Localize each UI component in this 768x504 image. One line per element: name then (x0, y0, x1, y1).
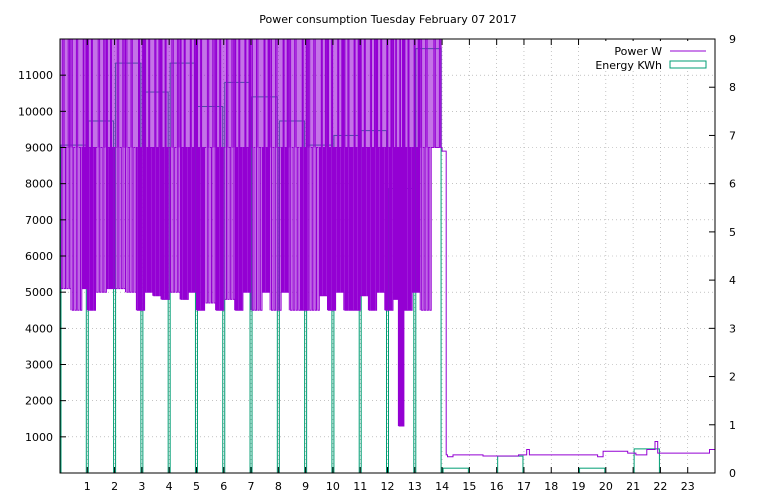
x-tick-label: 13 (408, 480, 422, 493)
legend-swatch-energy (669, 60, 707, 69)
legend: Power W Energy KWh (595, 41, 714, 72)
y-tick-label: 11000 (18, 69, 53, 82)
x-tick-label: 3 (138, 480, 145, 493)
x-tick-label: 10 (326, 480, 340, 493)
y2-tick-label: 6 (729, 178, 736, 191)
y-tick-label: 1000 (25, 431, 53, 444)
y2-tick-label: 8 (729, 81, 736, 94)
x-tick-label: 1 (84, 480, 91, 493)
legend-background (596, 41, 714, 71)
power-dense-band (60, 39, 443, 148)
y2-tick-label: 0 (729, 467, 736, 480)
x-tick-label: 15 (462, 480, 476, 493)
x-tick-label: 17 (517, 480, 531, 493)
legend-label-power: Power W (614, 45, 662, 58)
chart-title: Power consumption Tuesday February 07 20… (259, 13, 516, 26)
x-tick-label: 11 (353, 480, 367, 493)
y2-tick-label: 3 (729, 322, 736, 335)
y2-tick-label: 4 (729, 274, 736, 287)
legend-label-energy: Energy KWh (595, 59, 662, 72)
y-tick-label: 3000 (25, 359, 53, 372)
x-tick-label: 12 (381, 480, 395, 493)
y-tick-label: 5000 (25, 286, 53, 299)
x-tick-label: 22 (653, 480, 667, 493)
x-tick-label: 4 (166, 480, 173, 493)
axes: 1 2 3 4 5 6 7 8 9 10 11 12 13 14 15 16 17 18 19 20 21 22 23100… (18, 33, 736, 493)
y2-tick-label: 7 (729, 129, 736, 142)
x-tick-label: 19 (572, 480, 586, 493)
y-tick-label: 9000 (25, 142, 53, 155)
x-tick-label: 21 (626, 480, 640, 493)
x-tick-label: 7 (248, 480, 255, 493)
x-tick-label: 23 (681, 480, 695, 493)
x-tick-label: 8 (275, 480, 282, 493)
y-tick-label: 8000 (25, 178, 53, 191)
x-tick-label: 6 (220, 480, 227, 493)
y-tick-label: 4000 (25, 322, 53, 335)
y-tick-label: 7000 (25, 214, 53, 227)
x-tick-label: 9 (302, 480, 309, 493)
x-tick-label: 2 (111, 480, 118, 493)
y2-tick-label: 2 (729, 371, 736, 384)
x-tick-label: 14 (435, 480, 449, 493)
y-tick-label: 6000 (25, 250, 53, 263)
x-tick-label: 20 (599, 480, 613, 493)
y-tick-label: 2000 (25, 395, 53, 408)
data-series (59, 38, 715, 474)
y-tick-label: 10000 (18, 105, 53, 118)
y2-tick-label: 5 (729, 226, 736, 239)
x-tick-label: 18 (544, 480, 558, 493)
x-tick-label: 16 (490, 480, 504, 493)
y2-tick-label: 1 (729, 419, 736, 432)
y2-tick-label: 9 (729, 33, 736, 46)
x-tick-label: 5 (193, 480, 200, 493)
